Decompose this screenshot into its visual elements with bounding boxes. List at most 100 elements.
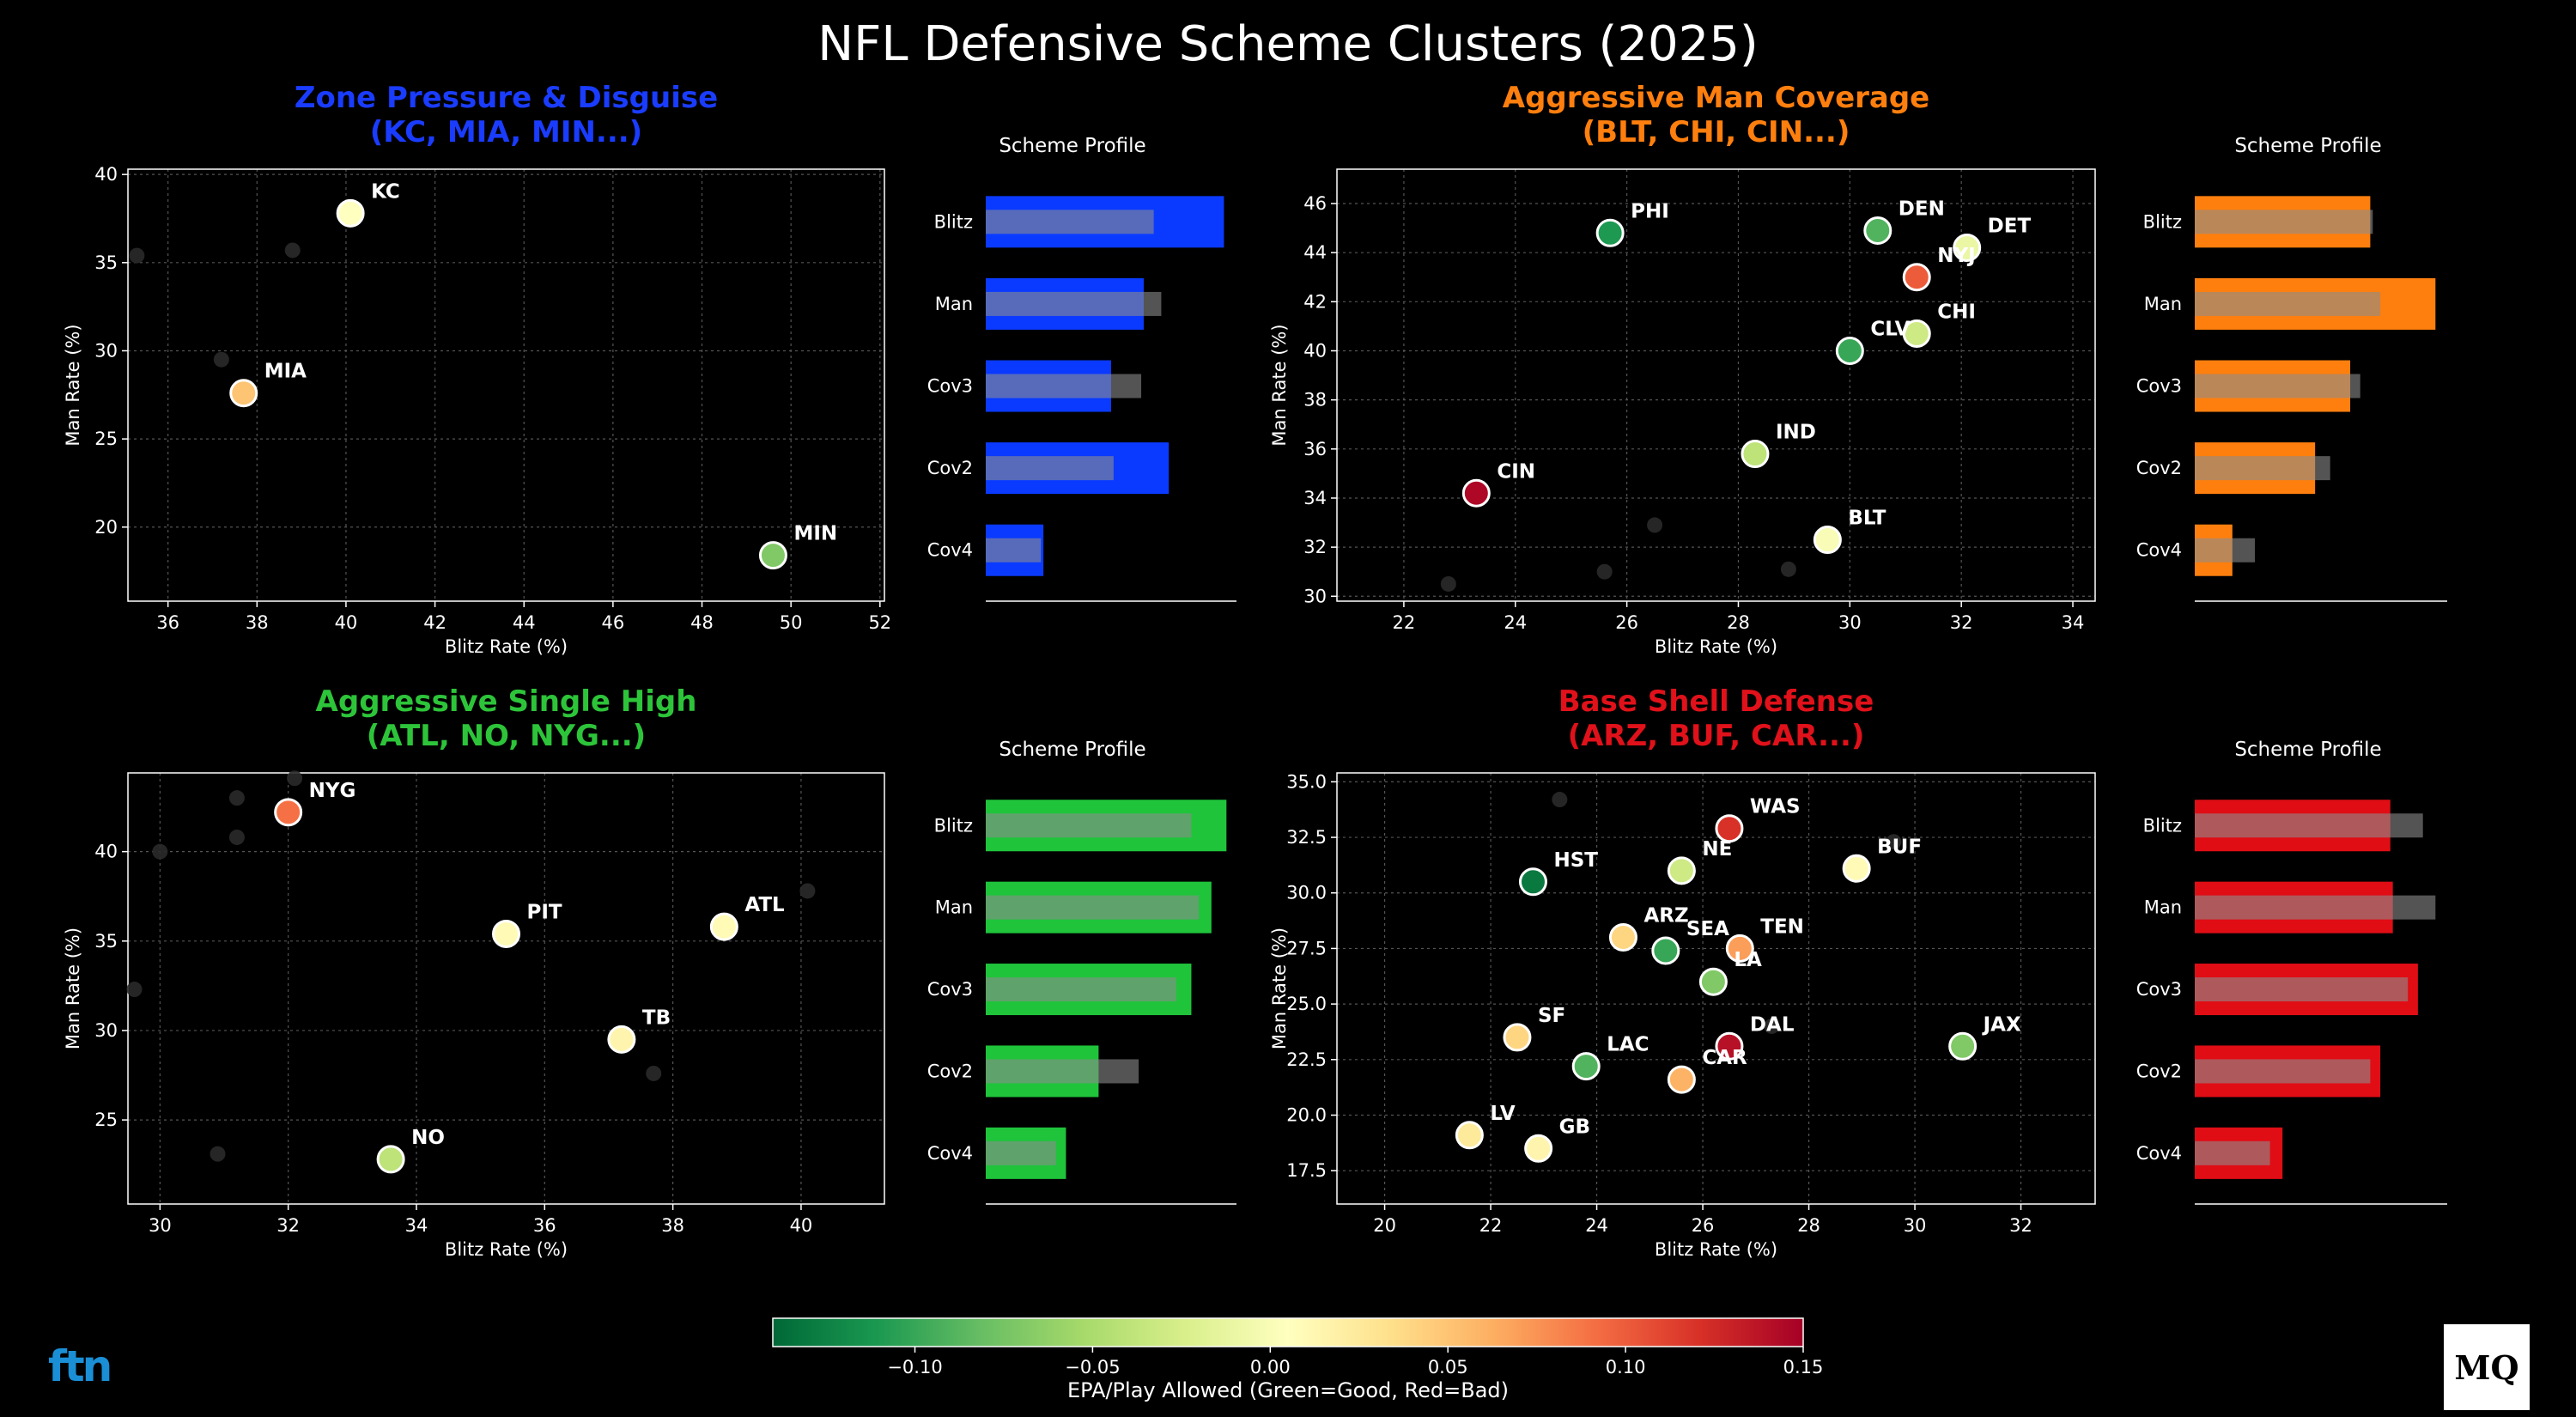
x-tick-label: 32 — [276, 1215, 300, 1236]
y-axis-label: Man Rate (%) — [1269, 324, 1290, 446]
team-point-gb — [1524, 1134, 1553, 1163]
profile-label-blitz: Blitz — [2143, 211, 2182, 232]
colorbar-gradient — [772, 1317, 1804, 1347]
team-point-no — [376, 1145, 405, 1174]
team-label-clv: CLV — [1870, 318, 1910, 340]
scatter-panel-3: Aggressive Single High(ATL, NO, NYG...) 3… — [63, 684, 885, 1260]
profile-label-cov2: Cov2 — [2136, 458, 2182, 478]
y-tick-label: 32.5 — [1286, 827, 1327, 848]
team-label-blt: BLT — [1848, 508, 1886, 530]
profile-avg-bar-cov4 — [986, 538, 1042, 563]
y-tick-label: 44 — [1303, 242, 1327, 263]
profile-avg-bar-cov3 — [2195, 374, 2360, 398]
team-label-car: CAR — [1702, 1047, 1747, 1069]
team-point-arz — [1608, 922, 1637, 952]
profile-avg-bar-blitz — [2195, 210, 2373, 234]
profile-avg-bar-man — [986, 895, 1200, 920]
team-point-phi — [1595, 218, 1625, 247]
profile-avg-bar-man — [986, 291, 1162, 316]
y-tick-label: 46 — [1303, 193, 1327, 214]
team-point-atl — [709, 912, 738, 941]
x-tick-label: 32 — [2009, 1215, 2032, 1236]
team-point-cin — [1461, 478, 1491, 508]
team-point-det — [1953, 233, 1982, 262]
profile-avg-bar-cov3 — [2195, 977, 2409, 1002]
x-tick-label: 28 — [1797, 1215, 1820, 1236]
profile-label-blitz: Blitz — [2143, 815, 2182, 836]
panel-title-line: Base Shell Defense — [1558, 684, 1874, 719]
profile-label-cov2: Cov2 — [2136, 1061, 2182, 1081]
background-team-point — [210, 1146, 226, 1162]
profile-label-man: Man — [2144, 897, 2182, 918]
background-team-point — [213, 351, 229, 368]
profile-avg-bar-blitz — [986, 210, 1154, 234]
team-label-atl: ATL — [744, 894, 785, 916]
profile-label-cov4: Cov4 — [927, 1143, 973, 1164]
y-tick-label: 36 — [1303, 439, 1327, 459]
team-label-la: LA — [1734, 949, 1762, 971]
x-tick-label: 44 — [513, 612, 536, 633]
background-team-point — [1886, 834, 1902, 850]
background-team-point — [284, 242, 301, 258]
x-axis-label: Blitz Rate (%) — [445, 1239, 568, 1260]
profile-avg-bar-cov2 — [986, 456, 1114, 481]
panel-title-line: Zone Pressure & Disguise — [295, 81, 718, 115]
x-tick-label: 34 — [405, 1215, 428, 1236]
profile-avg-bar-cov2 — [986, 1059, 1139, 1084]
team-label-was: WAS — [1750, 796, 1801, 818]
background-team-point — [1440, 575, 1456, 592]
panel-title-line: Aggressive Single High — [316, 684, 697, 719]
team-label-hst: HST — [1553, 849, 1598, 872]
team-point-ne — [1667, 856, 1696, 885]
team-label-det: DET — [1988, 215, 2032, 237]
background-team-point — [1764, 1018, 1780, 1034]
profile-label-cov2: Cov2 — [927, 458, 973, 478]
team-label-gb: GB — [1559, 1116, 1590, 1138]
colorbar-tick-label: −0.10 — [887, 1357, 942, 1377]
profile-label-cov3: Cov3 — [927, 376, 973, 397]
team-point-sf — [1503, 1023, 1532, 1052]
team-label-min: MIN — [793, 523, 837, 545]
team-point-lac — [1571, 1052, 1601, 1081]
x-tick-label: 42 — [423, 612, 447, 633]
team-label-cin: CIN — [1497, 460, 1535, 483]
y-tick-label: 40 — [94, 842, 118, 862]
x-axis-label: Blitz Rate (%) — [1655, 1239, 1777, 1260]
x-tick-label: 40 — [790, 1215, 813, 1236]
team-point-mia — [229, 379, 258, 408]
x-tick-label: 38 — [246, 612, 269, 633]
scheme-profile-2: Scheme Profile Blitz Man Cov3 Cov2 Cov4 — [2136, 135, 2447, 602]
y-tick-label: 20.0 — [1286, 1104, 1327, 1125]
team-point-la — [1698, 967, 1728, 996]
y-tick-label: 38 — [1303, 390, 1327, 411]
profile-title: Scheme Profile — [999, 135, 1145, 157]
team-point-tb — [607, 1025, 636, 1054]
team-label-lac: LAC — [1607, 1034, 1649, 1056]
team-label-ne: NE — [1702, 838, 1732, 861]
profile-avg-bar-cov4 — [2195, 1140, 2270, 1165]
team-label-sf: SF — [1538, 1005, 1565, 1027]
team-label-buf: BUF — [1877, 836, 1922, 858]
team-label-arz: ARZ — [1643, 904, 1688, 927]
profile-label-cov2: Cov2 — [927, 1061, 973, 1081]
x-tick-label: 30 — [1904, 1215, 1927, 1236]
y-tick-label: 30 — [94, 1020, 118, 1041]
team-label-chi: CHI — [1937, 301, 1976, 323]
team-label-jax: JAX — [1982, 1013, 2021, 1036]
mq-logo: MQ — [2444, 1324, 2530, 1410]
team-point-min — [758, 541, 787, 570]
team-point-car — [1667, 1065, 1696, 1094]
scheme-profile-4: Scheme Profile Blitz Man Cov3 Cov2 Cov4 — [2136, 739, 2447, 1205]
y-tick-label: 40 — [94, 164, 118, 185]
profile-label-blitz: Blitz — [934, 815, 973, 836]
x-tick-label: 38 — [661, 1215, 684, 1236]
y-tick-label: 30 — [1303, 586, 1327, 606]
team-label-sea: SEA — [1686, 918, 1729, 940]
background-team-point — [287, 770, 303, 787]
y-tick-label: 20 — [94, 517, 118, 538]
plot-frame — [1336, 772, 2096, 1205]
background-team-point — [228, 790, 245, 806]
background-team-point — [1596, 563, 1613, 580]
team-point-ten — [1725, 934, 1754, 963]
team-label-nyg: NYG — [309, 780, 356, 802]
